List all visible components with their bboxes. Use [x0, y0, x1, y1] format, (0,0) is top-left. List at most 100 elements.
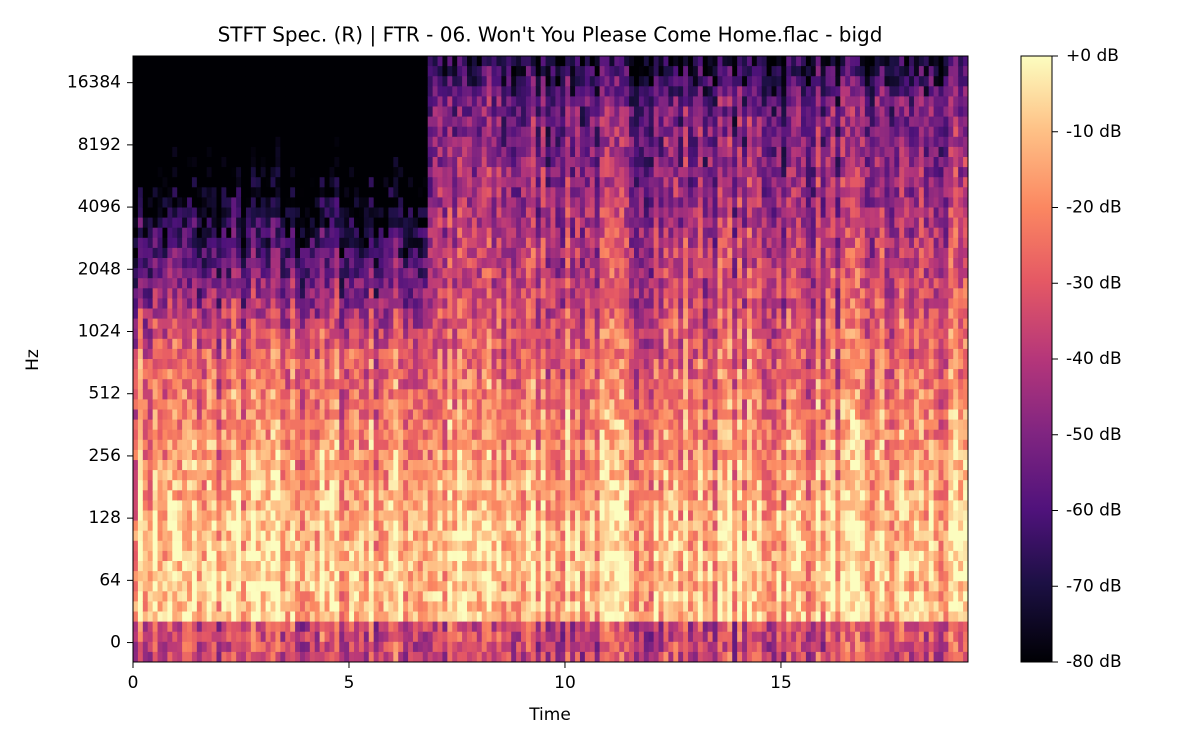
- spectrogram-cell: [304, 601, 311, 613]
- spectrogram-cell: [182, 409, 188, 421]
- spectrogram-cell: [245, 288, 252, 299]
- spectrogram-cell: [383, 116, 390, 128]
- spectrogram-cell: [417, 409, 424, 421]
- spectrogram-cell: [241, 268, 247, 279]
- spectrogram-cell: [388, 631, 394, 643]
- spectrogram-cell: [378, 490, 385, 501]
- spectrogram-cell: [354, 328, 360, 340]
- spectrogram-cell: [167, 96, 173, 108]
- spectrogram-cell: [334, 561, 340, 572]
- spectrogram-cell: [457, 338, 463, 350]
- spectrogram-cell: [231, 288, 237, 299]
- spectrogram-cell: [329, 268, 335, 279]
- spectrogram-cell: [358, 419, 365, 431]
- spectrogram-cell: [427, 449, 434, 461]
- spectrogram-cell: [368, 379, 375, 390]
- spectrogram-cell: [314, 470, 321, 481]
- spectrogram-cell: [231, 207, 237, 219]
- spectrogram-cell: [383, 146, 390, 158]
- spectrogram-cell: [275, 146, 281, 158]
- spectrogram-cell: [344, 56, 350, 67]
- spectrogram-cell: [511, 318, 517, 330]
- spectrogram-cell: [133, 167, 139, 178]
- spectrogram-cell: [354, 540, 360, 552]
- spectrogram-cell: [309, 217, 316, 229]
- spectrogram-cell: [398, 591, 404, 602]
- spectrogram-cell: [295, 550, 301, 562]
- spectrogram-cell: [447, 116, 453, 128]
- spectrogram-cell: [285, 126, 291, 138]
- spectrogram-cell: [275, 490, 281, 501]
- spectrogram-cell: [422, 571, 429, 582]
- spectrogram-cell: [211, 157, 218, 168]
- spectrogram-cell: [295, 278, 301, 289]
- spectrogram-cell: [521, 247, 527, 259]
- spectrogram-cell: [471, 429, 478, 441]
- spectrogram-cell: [270, 651, 277, 662]
- spectrogram-cell: [496, 298, 502, 310]
- spectrogram-cell: [201, 500, 208, 512]
- spectrogram-cell: [447, 601, 453, 613]
- spectrogram-cell: [457, 207, 463, 219]
- spectrogram-cell: [255, 520, 262, 532]
- spectrogram-cell: [525, 510, 532, 522]
- spectrogram-cell: [285, 641, 291, 653]
- spectrogram-cell: [334, 510, 340, 522]
- spectrogram-cell: [358, 298, 365, 310]
- spectrogram-cell: [368, 86, 375, 97]
- spectrogram-cell: [300, 530, 306, 542]
- spectrogram-cell: [373, 389, 380, 400]
- spectrogram-cell: [245, 591, 252, 602]
- spectrogram-cell: [187, 571, 193, 582]
- spectrogram-cell: [157, 621, 164, 633]
- spectrogram-cell: [476, 126, 483, 138]
- spectrogram-cell: [368, 581, 375, 592]
- spectrogram-cell: [152, 338, 159, 350]
- spectrogram-cell: [187, 621, 193, 633]
- spectrogram-cell: [285, 611, 291, 623]
- spectrogram-cell: [329, 288, 335, 299]
- spectrogram-cell: [427, 510, 434, 522]
- spectrogram-cell: [417, 136, 424, 148]
- spectrogram-cell: [501, 66, 507, 77]
- spectrogram-cell: [231, 470, 237, 481]
- spectrogram-cell: [354, 157, 360, 168]
- spectrogram-cell: [516, 369, 522, 380]
- spectrogram-cell: [378, 106, 385, 118]
- spectrogram-cell: [506, 76, 512, 87]
- spectrogram-cell: [462, 217, 468, 229]
- spectrogram-cell: [486, 480, 493, 491]
- spectrogram-cell: [368, 460, 375, 471]
- spectrogram-cell: [147, 66, 154, 77]
- spectrogram-cell: [511, 106, 517, 118]
- spectrogram-cell: [491, 359, 498, 370]
- spectrogram-cell: [133, 611, 139, 623]
- spectrogram-cell: [471, 298, 478, 310]
- spectrogram-cell: [378, 641, 385, 653]
- spectrogram-cell: [525, 490, 532, 501]
- spectrogram-cell: [383, 328, 390, 340]
- spectrogram-cell: [162, 419, 168, 431]
- spectrogram-cell: [388, 510, 394, 522]
- spectrogram-cell: [329, 258, 335, 269]
- spectrogram-cell: [270, 177, 277, 188]
- spectrogram-cell: [231, 480, 237, 491]
- spectrogram-cell: [334, 146, 340, 158]
- spectrogram-cell: [471, 227, 478, 239]
- spectrogram-cell: [167, 530, 173, 542]
- spectrogram-cell: [319, 227, 326, 239]
- spectrogram-cell: [427, 237, 434, 249]
- spectrogram-cell: [236, 399, 242, 411]
- spectrogram-cell: [324, 520, 331, 532]
- spectrogram-cell: [403, 561, 409, 572]
- spectrogram-cell: [481, 116, 488, 128]
- spectrogram-cell: [373, 197, 380, 209]
- spectrogram-cell: [334, 591, 340, 602]
- spectrogram-cell: [339, 631, 345, 643]
- spectrogram-cell: [206, 146, 213, 158]
- spectrogram-cell: [255, 197, 262, 209]
- spectrogram-cell: [358, 389, 365, 400]
- spectrogram-cell: [412, 288, 419, 299]
- spectrogram-cell: [383, 389, 390, 400]
- spectrogram-cell: [535, 328, 542, 340]
